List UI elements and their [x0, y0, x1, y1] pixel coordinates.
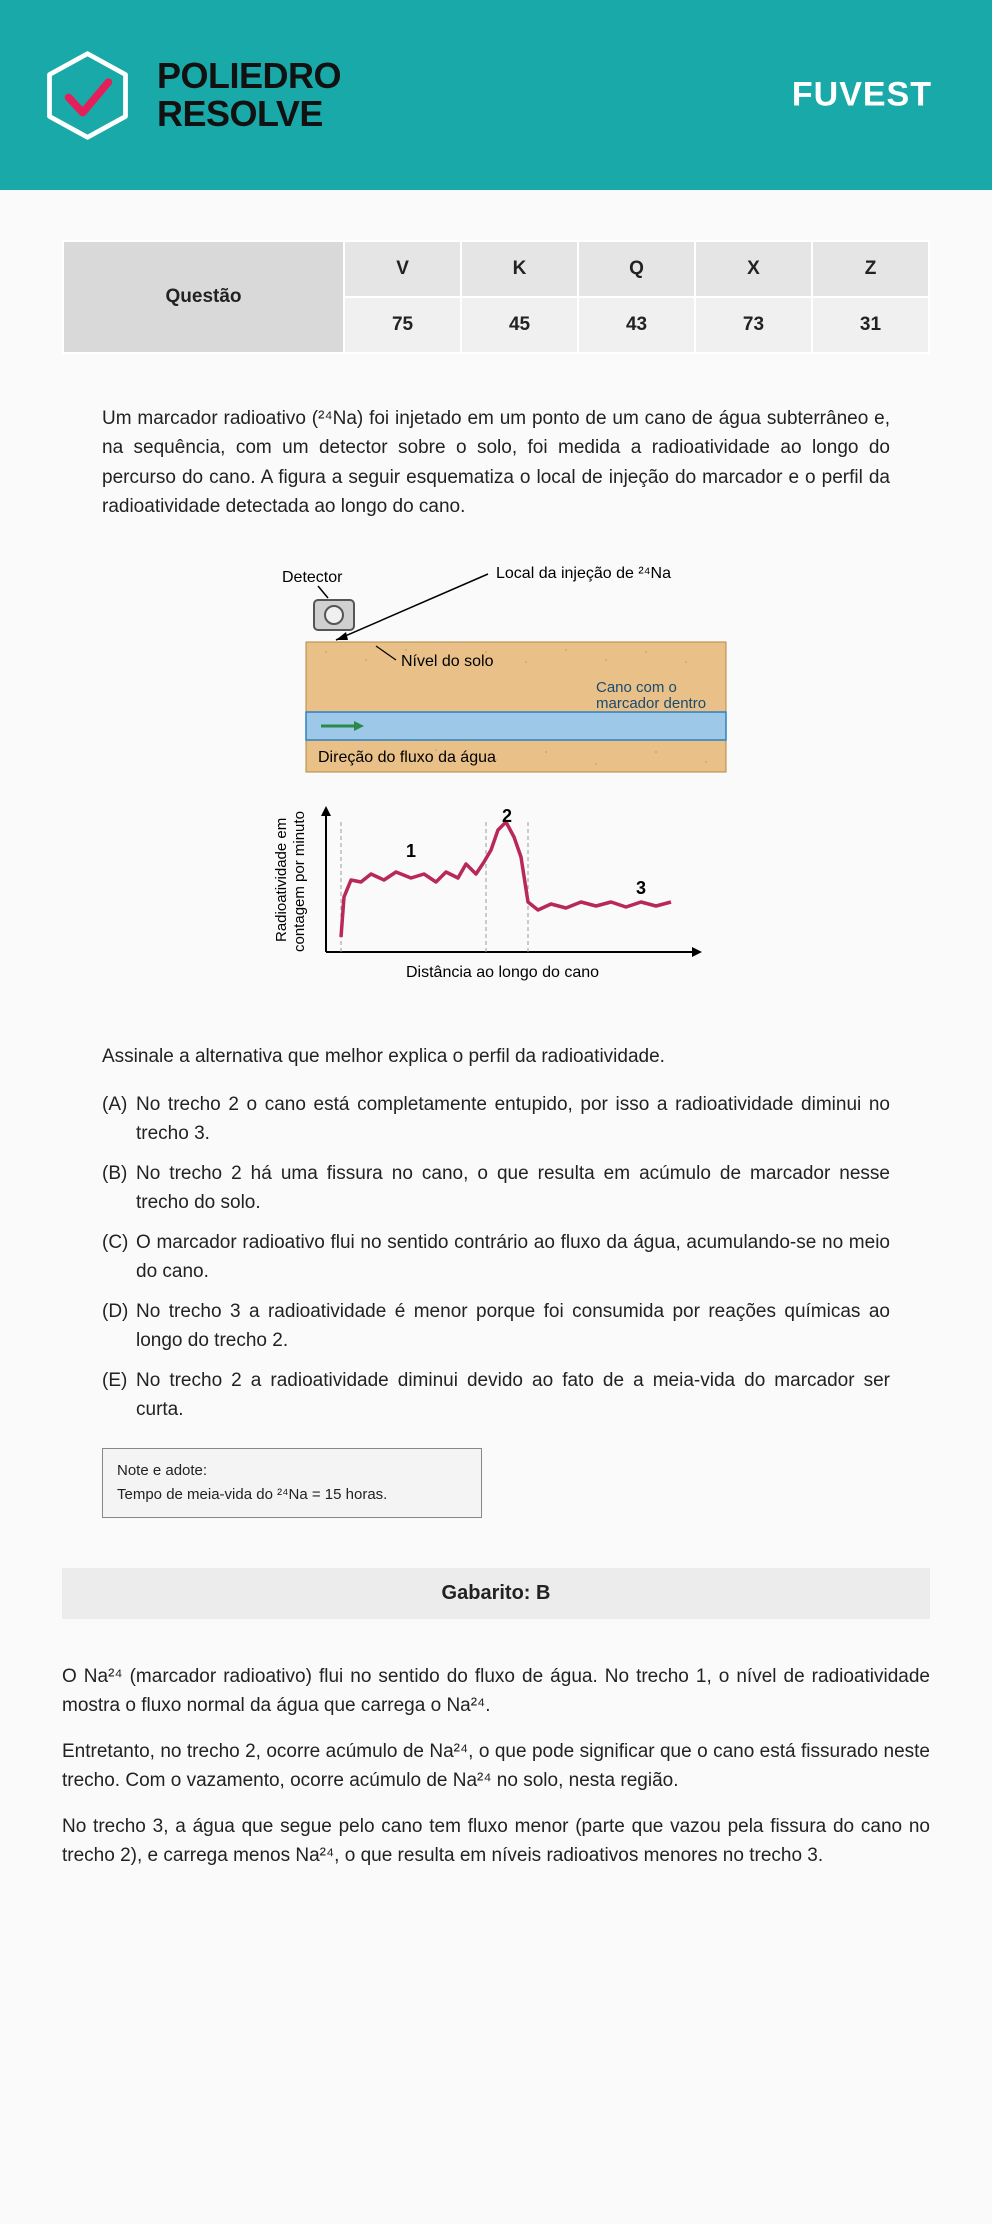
table-row-label: Questão	[63, 241, 344, 353]
exam-name: FUVEST	[792, 76, 932, 115]
ground-label: Nível do solo	[401, 653, 494, 670]
table-header: V	[344, 241, 461, 297]
logo-hex-icon	[40, 48, 135, 143]
alt-letter: (B)	[102, 1160, 136, 1217]
radioactivity-curve	[341, 822, 671, 937]
chart: 1 2 3 Radioatividade em contagem por min…	[273, 806, 702, 981]
answer-key: Gabarito: B	[62, 1568, 930, 1619]
table-value: 73	[695, 297, 812, 353]
logo-text: POLIEDRO RESOLVE	[157, 57, 341, 133]
alt-letter: (C)	[102, 1229, 136, 1286]
table-value: 45	[461, 297, 578, 353]
table-header: Z	[812, 241, 929, 297]
question-intro: Um marcador radioativo (²⁴Na) foi injeta…	[102, 404, 890, 522]
figure-svg: Detector Local da injeção de ²⁴Na Nível …	[236, 552, 756, 1002]
table-value: 43	[578, 297, 695, 353]
alt-letter: (A)	[102, 1091, 136, 1148]
alternative: (B)No trecho 2 há uma fissura no cano, o…	[102, 1160, 890, 1217]
table-header: K	[461, 241, 578, 297]
alternative: (A)No trecho 2 o cano está completamente…	[102, 1091, 890, 1148]
table-header: X	[695, 241, 812, 297]
content-area: Questão V K Q X Z 75 45 43 73 31 Um marc…	[0, 190, 992, 1948]
mark-1: 1	[406, 841, 416, 861]
question-prompt: Assinale a alternativa que melhor explic…	[102, 1042, 890, 1071]
detector-label: Detector	[282, 569, 343, 586]
alt-text: No trecho 2 há uma fissura no cano, o qu…	[136, 1160, 890, 1217]
y-axis-1: Radioatividade em	[273, 818, 290, 942]
alt-text: No trecho 2 a radioatividade diminui dev…	[136, 1367, 890, 1424]
pipe-label-2: marcador dentro	[596, 695, 706, 712]
alt-letter: (D)	[102, 1298, 136, 1355]
y-axis-2: contagem por minuto	[291, 811, 308, 952]
solution: O Na²⁴ (marcador radioativo) flui no sen…	[62, 1663, 930, 1870]
injection-label: Local da injeção de ²⁴Na	[496, 565, 671, 582]
flow-label: Direção do fluxo da água	[318, 749, 496, 766]
solution-p3: No trecho 3, a água que segue pelo cano …	[62, 1813, 930, 1870]
alt-text: No trecho 3 a radioatividade é menor por…	[136, 1298, 890, 1355]
question-table: Questão V K Q X Z 75 45 43 73 31	[62, 240, 930, 354]
alt-text: No trecho 2 o cano está completamente en…	[136, 1091, 890, 1148]
logo-line2: RESOLVE	[157, 95, 341, 133]
logo-line1: POLIEDRO	[157, 57, 341, 95]
alternative: (C)O marcador radioativo flui no sentido…	[102, 1229, 890, 1286]
table-value: 31	[812, 297, 929, 353]
note-title: Note e adote:	[117, 1459, 467, 1483]
question-body: Um marcador radioativo (²⁴Na) foi injeta…	[62, 404, 930, 1518]
note-box: Note e adote: Tempo de meia-vida do ²⁴Na…	[102, 1448, 482, 1518]
figure: Detector Local da injeção de ²⁴Na Nível …	[102, 552, 890, 1002]
note-text: Tempo de meia-vida do ²⁴Na = 15 horas.	[117, 1483, 467, 1507]
table-value: 75	[344, 297, 461, 353]
x-axis: Distância ao longo do cano	[406, 964, 599, 981]
mark-2: 2	[502, 806, 512, 826]
pipe-label-1: Cano com o	[596, 679, 677, 696]
alternatives: (A)No trecho 2 o cano está completamente…	[102, 1091, 890, 1424]
table-header: Q	[578, 241, 695, 297]
solution-p1: O Na²⁴ (marcador radioativo) flui no sen…	[62, 1663, 930, 1720]
header-banner: POLIEDRO RESOLVE FUVEST	[0, 0, 992, 190]
alternative: (E)No trecho 2 a radioatividade diminui …	[102, 1367, 890, 1424]
alternative: (D)No trecho 3 a radioatividade é menor …	[102, 1298, 890, 1355]
alt-text: O marcador radioativo flui no sentido co…	[136, 1229, 890, 1286]
pipe-rect	[306, 712, 726, 740]
mark-3: 3	[636, 878, 646, 898]
solution-p2: Entretanto, no trecho 2, ocorre acúmulo …	[62, 1738, 930, 1795]
alt-letter: (E)	[102, 1367, 136, 1424]
